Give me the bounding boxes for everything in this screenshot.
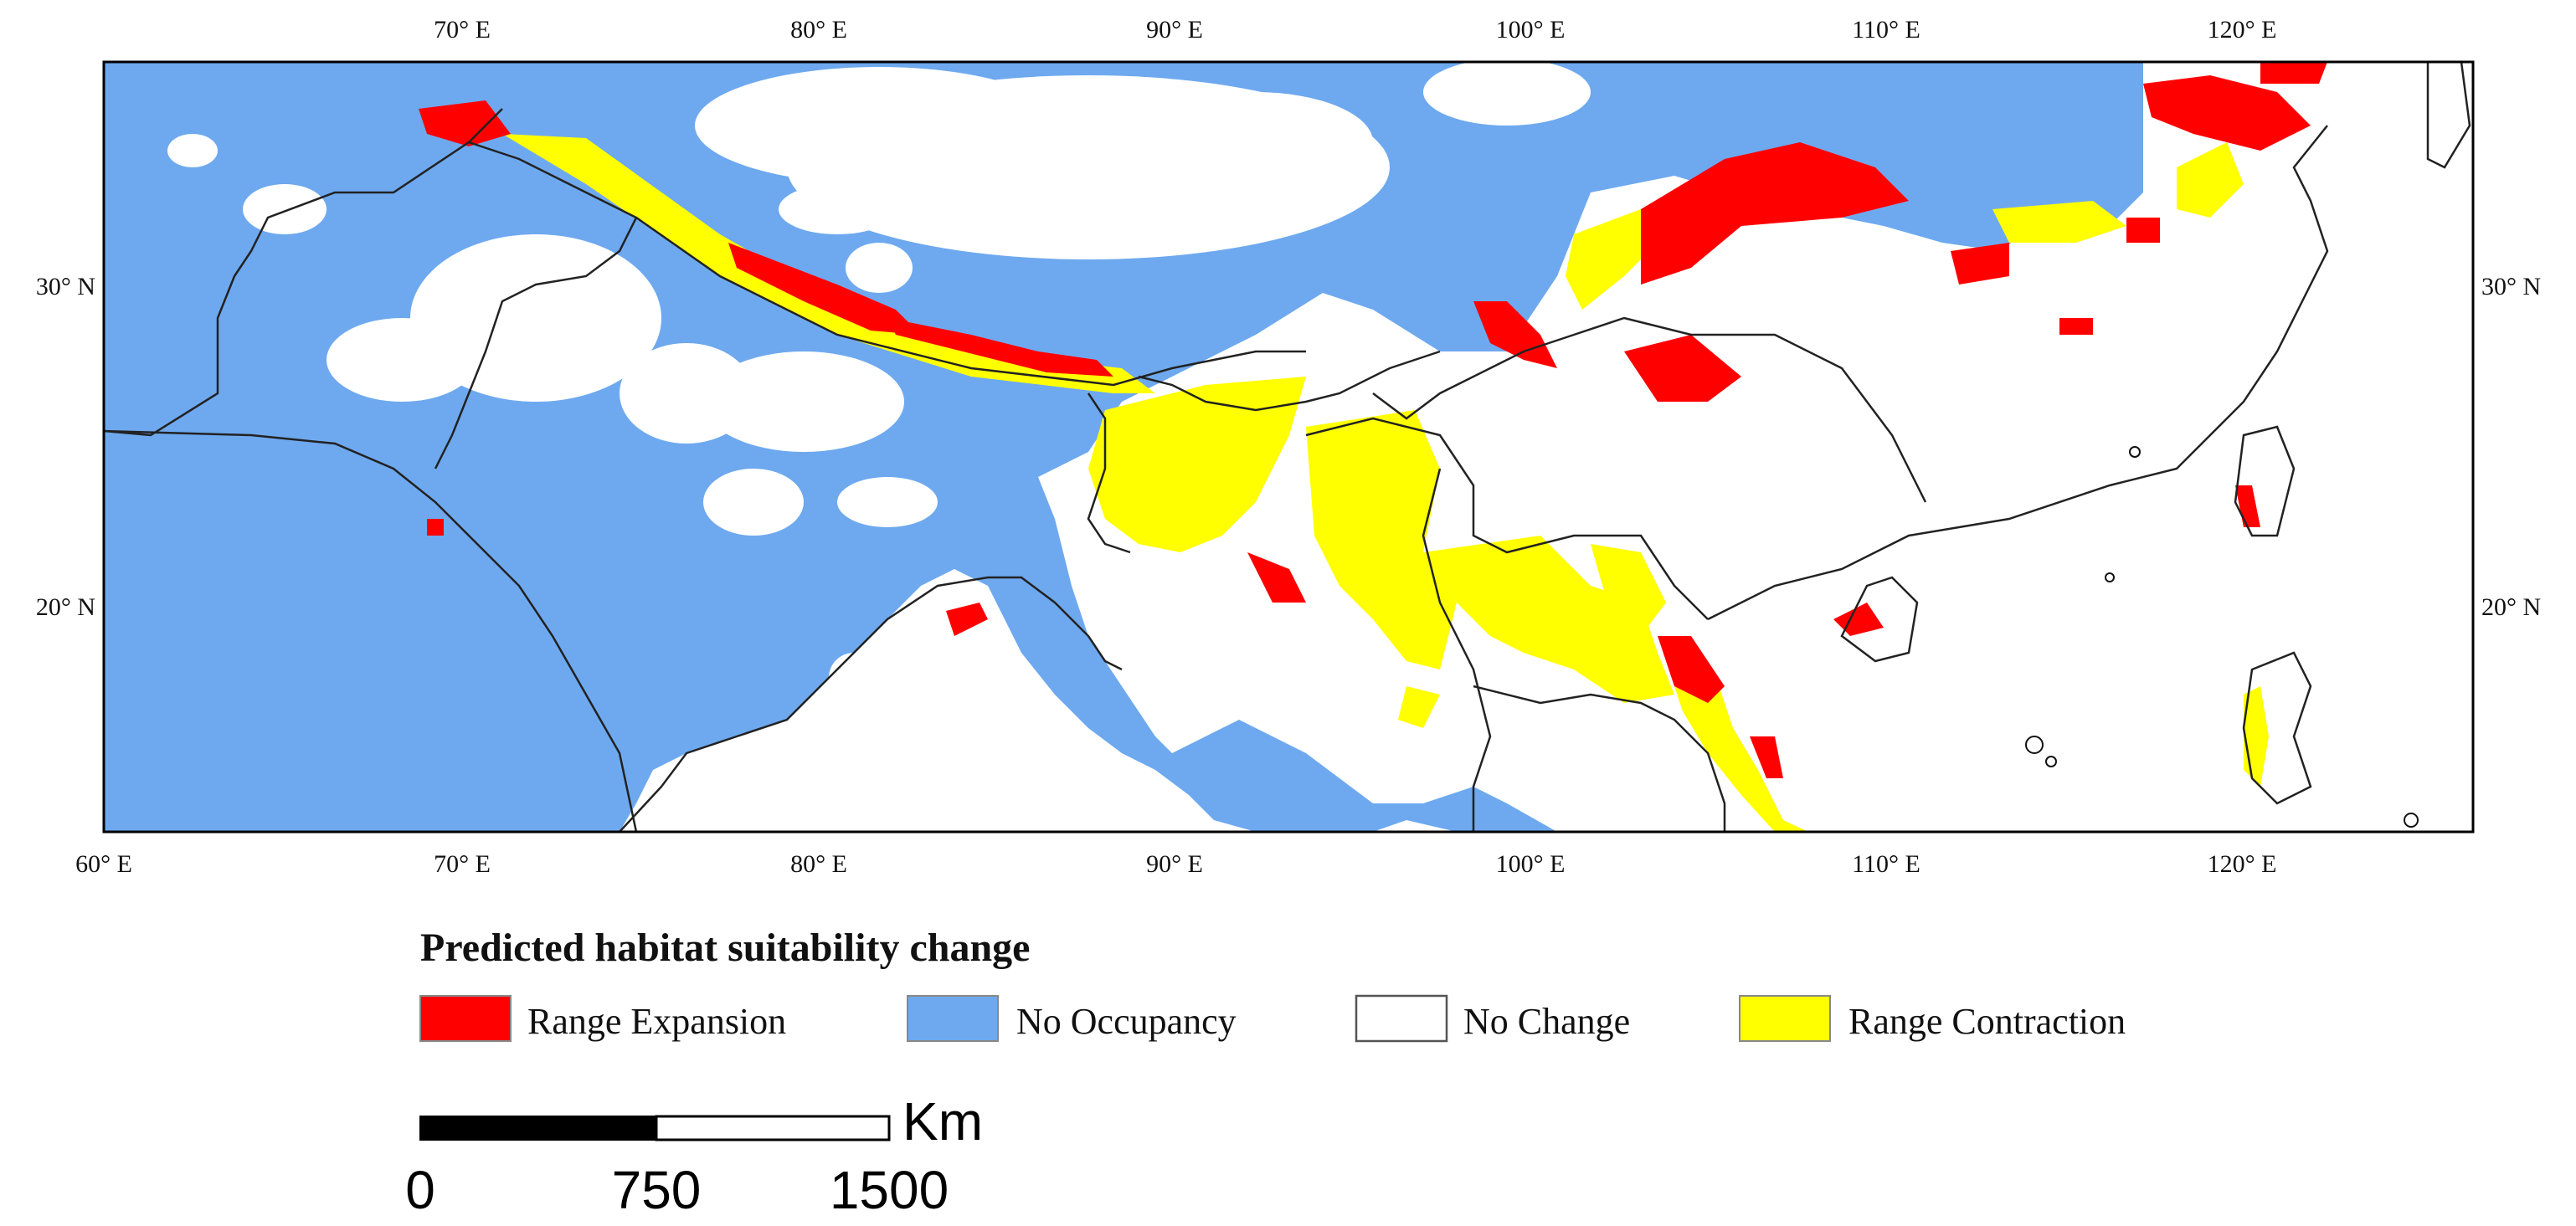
top-tick: 120° E (2208, 16, 2277, 44)
top-axis: 70° E 80° E 90° E 100° E 110° E 120° E (434, 16, 2276, 44)
scale-bar: Km 0 750 1500 (405, 1091, 983, 1220)
legend-label-no-occupancy: No Occupancy (1016, 1001, 1237, 1042)
legend-title: Predicted habitat suitability change (420, 926, 1030, 970)
top-tick: 80° E (790, 16, 847, 44)
bottom-tick: 120° E (2208, 850, 2277, 878)
country-borders (104, 62, 2471, 832)
scale-label: 0 (405, 1160, 435, 1220)
left-tick: 30° N (36, 273, 95, 300)
scale-label: 750 (612, 1160, 702, 1220)
bottom-tick: 70° E (434, 850, 491, 878)
bottom-tick: 60° E (75, 850, 132, 878)
top-tick: 100° E (1496, 16, 1566, 44)
legend-label-range-contraction: Range Contraction (1848, 1001, 2126, 1042)
top-tick: 110° E (1852, 16, 1920, 44)
legend: Predicted habitat suitability change Ran… (419, 926, 2126, 1043)
bottom-tick: 100° E (1496, 850, 1566, 878)
legend-swatch-range-contraction (1739, 995, 1831, 1042)
top-tick: 90° E (1146, 16, 1203, 44)
top-tick: 70° E (434, 16, 491, 44)
right-axis: 30° N 20° N (2481, 273, 2541, 621)
map-frame (102, 60, 2475, 834)
scale-label: 1500 (830, 1160, 949, 1220)
bottom-axis: 60° E 70° E 80° E 90° E 100° E 110° E 12… (75, 850, 2276, 878)
legend-label-range-expansion: Range Expansion (527, 1001, 786, 1042)
legend-swatch-no-change (1355, 994, 1448, 1043)
scale-bar-white-segment (655, 1115, 891, 1141)
map-body (104, 62, 2473, 832)
legend-label-no-change: No Change (1463, 1001, 1630, 1042)
bottom-tick: 90° E (1146, 850, 1203, 878)
left-tick: 20° N (36, 593, 95, 621)
range-expansion-region (419, 62, 2327, 778)
range-contraction-region (502, 134, 2269, 832)
bottom-tick: 80° E (790, 850, 847, 878)
right-tick: 20° N (2481, 593, 2541, 621)
islands (2025, 446, 2419, 828)
right-tick: 30° N (2481, 273, 2541, 300)
scale-unit: Km (902, 1091, 983, 1152)
left-axis: 30° N 20° N (36, 273, 95, 621)
bottom-tick: 110° E (1852, 850, 1920, 878)
legend-swatch-no-occupancy (907, 995, 999, 1042)
unsuitable-patches (167, 62, 1591, 703)
legend-swatch-range-expansion (419, 995, 512, 1042)
scale-bar-black-segment (419, 1116, 657, 1141)
